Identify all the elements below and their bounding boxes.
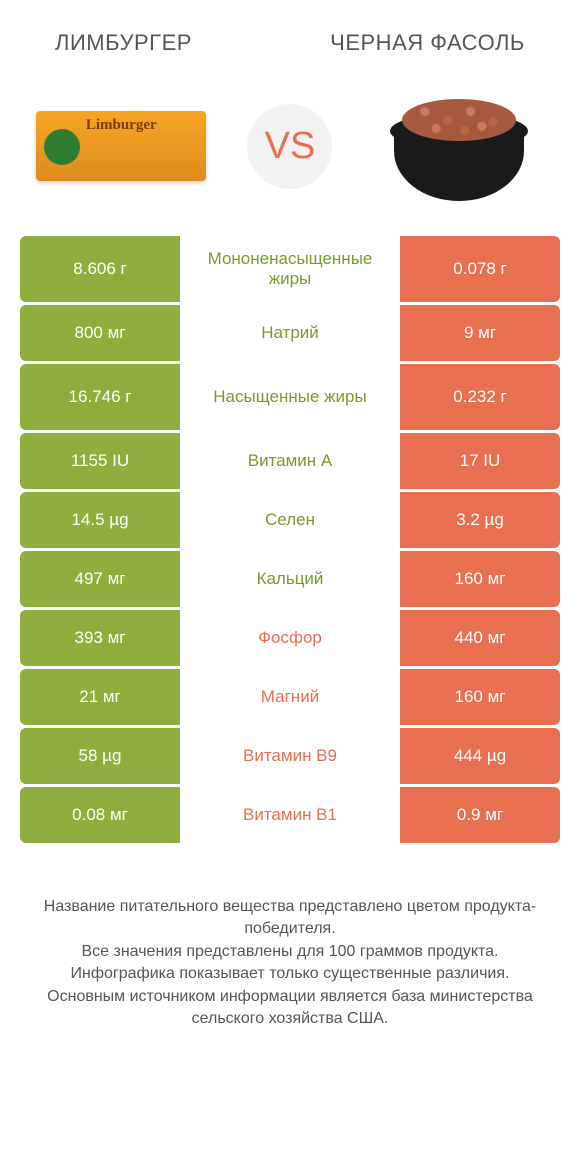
cell-right-value: 9 мг: [400, 305, 560, 361]
cell-right-value: 0.232 г: [400, 364, 560, 430]
cell-nutrient-label: Фосфор: [180, 610, 400, 666]
table-row: 58 µgВитамин B9444 µg: [20, 728, 560, 784]
vs-badge: VS: [247, 104, 332, 189]
table-row: 393 мгФосфор440 мг: [20, 610, 560, 666]
cell-nutrient-label: Витамин B9: [180, 728, 400, 784]
cell-left-value: 16.746 г: [20, 364, 180, 430]
cell-left-value: 800 мг: [20, 305, 180, 361]
cell-right-value: 17 IU: [400, 433, 560, 489]
cell-left-value: 497 мг: [20, 551, 180, 607]
header: ЛИМБУРГЕР ЧЕРНАЯ ФАСОЛЬ: [0, 0, 580, 66]
beans-bowl-icon: [384, 91, 534, 201]
cell-nutrient-label: Мононенасыщенные жиры: [180, 236, 400, 302]
table-row: 800 мгНатрий9 мг: [20, 305, 560, 361]
table-row: 0.08 мгВитамин B10.9 мг: [20, 787, 560, 843]
cell-nutrient-label: Магний: [180, 669, 400, 725]
product-left-image: [36, 86, 206, 206]
cell-left-value: 1155 IU: [20, 433, 180, 489]
cell-right-value: 0.078 г: [400, 236, 560, 302]
table-row: 16.746 гНасыщенные жиры0.232 г: [20, 364, 560, 430]
cell-left-value: 14.5 µg: [20, 492, 180, 548]
images-row: VS: [0, 66, 580, 236]
limburger-icon: [36, 111, 206, 181]
footer-line: Название питательного вещества представл…: [30, 896, 550, 941]
cell-right-value: 440 мг: [400, 610, 560, 666]
cell-nutrient-label: Кальций: [180, 551, 400, 607]
cell-left-value: 0.08 мг: [20, 787, 180, 843]
product-left-title: ЛИМБУРГЕР: [40, 30, 265, 56]
cell-left-value: 21 мг: [20, 669, 180, 725]
cell-right-value: 3.2 µg: [400, 492, 560, 548]
cell-left-value: 393 мг: [20, 610, 180, 666]
table-row: 8.606 гМононенасыщенные жиры0.078 г: [20, 236, 560, 302]
cell-right-value: 444 µg: [400, 728, 560, 784]
table-row: 14.5 µgСелен3.2 µg: [20, 492, 560, 548]
footer-notes: Название питательного вещества представл…: [0, 846, 580, 1030]
cell-left-value: 8.606 г: [20, 236, 180, 302]
footer-line: Инфографика показывает только существенн…: [30, 963, 550, 985]
cell-nutrient-label: Селен: [180, 492, 400, 548]
footer-line: Основным источником информации является …: [30, 986, 550, 1031]
product-right-image: [374, 86, 544, 206]
table-row: 1155 IUВитамин A17 IU: [20, 433, 560, 489]
table-row: 21 мгМагний160 мг: [20, 669, 560, 725]
cell-right-value: 0.9 мг: [400, 787, 560, 843]
cell-right-value: 160 мг: [400, 551, 560, 607]
cell-nutrient-label: Витамин B1: [180, 787, 400, 843]
product-right-title: ЧЕРНАЯ ФАСОЛЬ: [315, 30, 540, 56]
cell-left-value: 58 µg: [20, 728, 180, 784]
cell-nutrient-label: Насыщенные жиры: [180, 364, 400, 430]
cell-nutrient-label: Натрий: [180, 305, 400, 361]
cell-right-value: 160 мг: [400, 669, 560, 725]
footer-line: Все значения представлены для 100 граммо…: [30, 941, 550, 963]
cell-nutrient-label: Витамин A: [180, 433, 400, 489]
table-row: 497 мгКальций160 мг: [20, 551, 560, 607]
comparison-table: 8.606 гМононенасыщенные жиры0.078 г800 м…: [0, 236, 580, 843]
